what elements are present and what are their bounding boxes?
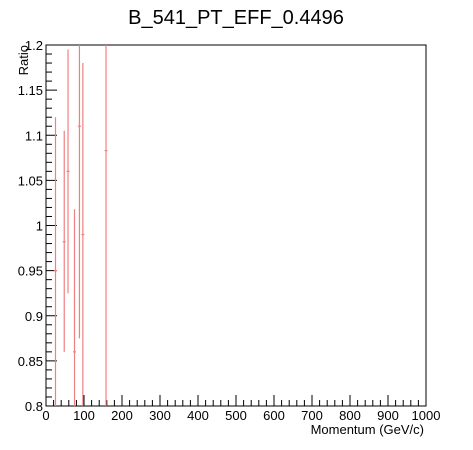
data-point bbox=[66, 49, 70, 294]
x-tick-label: 900 bbox=[377, 408, 399, 423]
y-tick-label: 0.95 bbox=[18, 264, 43, 279]
y-tick-label: 0.85 bbox=[18, 354, 43, 369]
x-tick-label: 100 bbox=[73, 408, 95, 423]
data-point bbox=[62, 130, 66, 352]
data-point bbox=[73, 209, 76, 406]
y-tick-label: 1.2 bbox=[25, 38, 43, 53]
x-tick-label: 1000 bbox=[412, 408, 441, 423]
y-tick-label: 1.15 bbox=[18, 83, 43, 98]
y-tick-label: 1.05 bbox=[18, 173, 43, 188]
x-tick-label: 200 bbox=[111, 408, 133, 423]
x-tick-label: 300 bbox=[149, 408, 171, 423]
y-tick-label: 0.8 bbox=[25, 399, 43, 414]
chart-title: B_541_PT_EFF_0.4496 bbox=[128, 7, 344, 29]
x-axis-label: Momentum (GeV/c) bbox=[311, 422, 424, 437]
y-tick-label: 1 bbox=[36, 219, 43, 234]
data-point bbox=[104, 45, 108, 406]
y-tick-label: 1.1 bbox=[25, 128, 43, 143]
data-point bbox=[77, 45, 81, 339]
x-tick-label: 500 bbox=[225, 408, 247, 423]
x-tick-label: 700 bbox=[301, 408, 323, 423]
y-tick-label: 0.9 bbox=[25, 309, 43, 324]
data-point bbox=[81, 63, 85, 406]
data-point bbox=[54, 117, 57, 406]
y-axis: 0.8 0.85 0.9 0.95 1 1.05 1.1 1.15 1.2 bbox=[18, 38, 57, 414]
plot-frame bbox=[45, 44, 427, 407]
x-axis: 0 100 200 300 400 500 600 700 800 900 1000 bbox=[42, 395, 440, 423]
x-tick-label: 600 bbox=[263, 408, 285, 423]
x-tick-label: 800 bbox=[339, 408, 361, 423]
data-points bbox=[54, 45, 108, 406]
x-tick-label: 400 bbox=[187, 408, 209, 423]
x-tick-label: 0 bbox=[42, 408, 49, 423]
y-axis-label: Ratio bbox=[16, 45, 31, 75]
